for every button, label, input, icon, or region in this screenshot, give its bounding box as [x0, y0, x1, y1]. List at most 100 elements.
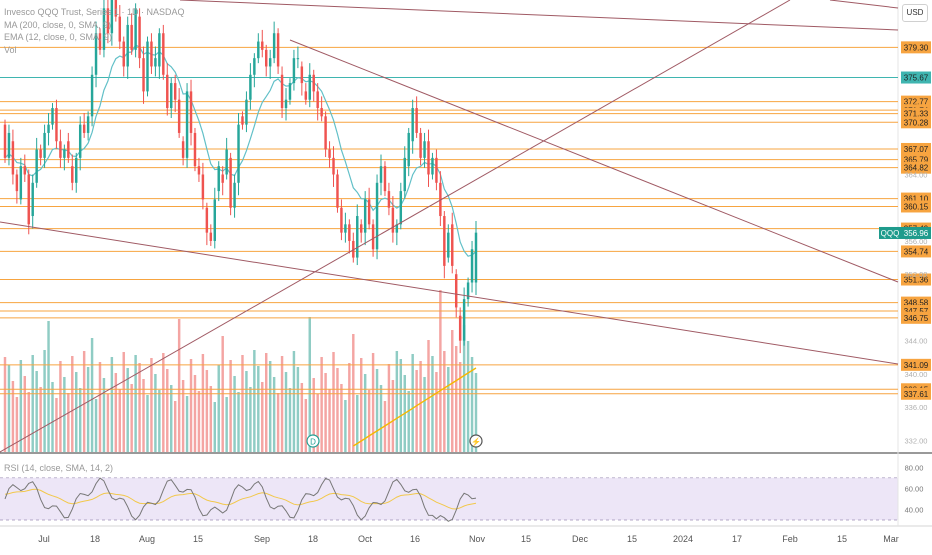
volume-bar [462, 325, 466, 452]
candle-body [292, 58, 296, 84]
candle-body [110, 0, 114, 34]
volume-bar [249, 387, 252, 452]
candle-body [264, 49, 268, 67]
rsi-band [0, 477, 898, 520]
rsi-line [4, 477, 477, 522]
trend-line[interactable] [179, 0, 899, 31]
time-tick: Nov [469, 534, 486, 544]
time-tick: 15 [837, 534, 847, 544]
volume-bar [431, 356, 434, 452]
volume-bar [272, 377, 276, 452]
price-label: 341.09 [904, 361, 929, 370]
volume-bar [253, 350, 256, 452]
candle-body [55, 108, 58, 142]
volume-bar [300, 383, 304, 452]
price-label: 371.33 [904, 110, 929, 119]
volume-bar [209, 386, 213, 452]
volume-bar [130, 384, 133, 452]
volume-bar [118, 389, 122, 452]
volume-bar [415, 370, 418, 452]
price-label-box [901, 358, 931, 371]
trend-line[interactable] [289, 39, 899, 283]
candle-body [23, 166, 27, 175]
candle-body [316, 91, 319, 109]
earnings-marker[interactable] [469, 434, 483, 448]
candle-body [181, 141, 185, 158]
candle-body [371, 224, 375, 250]
candle-body [122, 41, 125, 67]
candle-body [451, 224, 454, 266]
price-label-box [901, 71, 931, 84]
ema-line [4, 44, 477, 257]
candle-body [399, 191, 403, 225]
volume-bar [375, 369, 379, 452]
candle-body [403, 157, 406, 192]
volume-bar [193, 375, 197, 452]
price-tick: 344.00 [905, 337, 928, 346]
candle-body [94, 33, 98, 75]
volume-bar [439, 290, 442, 452]
candle-body [43, 132, 46, 158]
candle-body [435, 157, 438, 183]
candle-body [114, 0, 118, 17]
candle-body [391, 207, 395, 233]
candle-body [237, 124, 240, 183]
time-tick: 2024 [673, 534, 693, 544]
trend-line[interactable] [0, 0, 791, 453]
candle-body [150, 41, 153, 67]
volume-bar [280, 356, 284, 452]
volume-bar [257, 366, 260, 452]
volume-bar [23, 376, 27, 452]
price-label-box [901, 245, 931, 258]
candle-body [261, 41, 264, 50]
dividend-marker[interactable] [306, 434, 320, 448]
candle-body [332, 157, 335, 175]
candle-body [458, 315, 462, 341]
price-label-box [901, 273, 931, 286]
volume-bar [47, 321, 50, 452]
price-label: 347.57 [904, 307, 929, 316]
volume-bar [71, 356, 74, 452]
price-label-box [901, 200, 931, 213]
volume-bar [51, 382, 54, 452]
volume-bar [134, 355, 137, 452]
candle-body [75, 157, 78, 183]
trend-line[interactable] [829, 0, 899, 9]
candle-body [462, 299, 466, 341]
dividend-marker-label: D [310, 438, 316, 447]
candle-body [90, 74, 94, 117]
volume-bar [11, 381, 15, 452]
time-tick: Aug [139, 534, 155, 544]
candle-body [209, 232, 213, 241]
trend-line[interactable] [0, 221, 899, 365]
currency-button[interactable]: USD [902, 4, 928, 22]
volume-bar [27, 392, 30, 452]
volume-bar [197, 391, 201, 452]
candle-body [340, 207, 343, 233]
volume-bar [379, 385, 383, 452]
candle-body [162, 33, 165, 75]
price-tick: 352.00 [905, 270, 928, 279]
volume-bar [344, 400, 347, 452]
price-tick: 364.00 [905, 170, 928, 179]
candle-body [118, 16, 122, 42]
time-tick: Sep [254, 534, 270, 544]
candle-body [11, 141, 15, 175]
candle-body [241, 116, 244, 125]
volume-bar [114, 373, 118, 452]
volume-bar [419, 361, 422, 452]
volume-bar [43, 350, 46, 452]
volume-bar [35, 371, 38, 452]
candle-body [470, 249, 474, 283]
candle-body [59, 141, 62, 158]
candle-body [383, 166, 387, 192]
candle-body [106, 8, 110, 34]
rsi-ma-line [4, 488, 477, 510]
time-tick: 17 [732, 534, 742, 544]
volume-bar [154, 374, 157, 452]
candle-body [7, 132, 11, 158]
legend-ema: EMA (12, close, 0, SMA, 9) [4, 32, 113, 42]
time-tick: Dec [572, 534, 589, 544]
